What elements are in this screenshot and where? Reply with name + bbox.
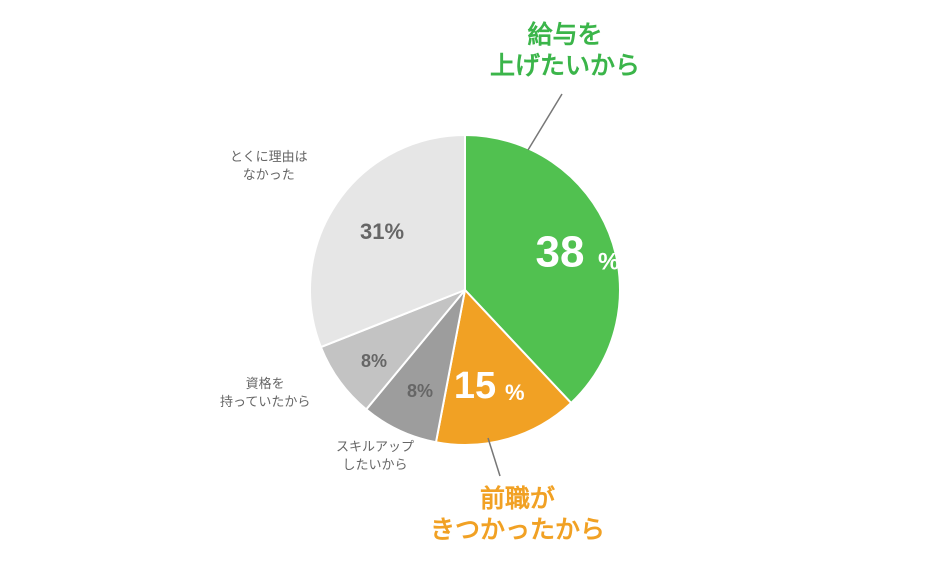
callout-prevjob-line1: 前職が — [480, 485, 555, 513]
pie-chart: 38% 15% 8% 8% 31% — [0, 0, 931, 564]
ext-label-license: 資格を 持っていたから — [220, 375, 310, 410]
ext-label-skillup: スキルアップ したいから — [336, 438, 414, 473]
callout-salary-line1: 給与を — [528, 21, 603, 49]
leader-line-prevjob — [488, 438, 500, 476]
value-label-skillup: 8% — [407, 381, 433, 401]
callout-prevjob-line2: きつかったから — [430, 516, 605, 544]
ext-skillup-line1: スキルアップ — [336, 439, 414, 454]
callout-prevjob: 前職が きつかったから — [430, 484, 605, 547]
value-num-prevjob: 15 — [454, 365, 496, 407]
ext-noreason-line1: とくに理由は — [230, 149, 308, 164]
ext-skillup-line2: したいから — [343, 457, 408, 472]
value-label-license: 8% — [361, 351, 387, 371]
value-suffix-prevjob: % — [505, 380, 525, 405]
chart-stage: 38% 15% 8% 8% 31% 給与を 上げたいから 前職が きつかったから スキル… — [0, 0, 931, 564]
value-suffix-salary: % — [598, 248, 619, 275]
value-label-noreason: 31% — [360, 219, 404, 244]
ext-license-line1: 資格を — [246, 376, 285, 391]
callout-salary-line2: 上げたいから — [490, 52, 640, 80]
ext-license-line2: 持っていたから — [220, 394, 310, 409]
ext-label-noreason: とくに理由は なかった — [230, 148, 308, 183]
leader-line-salary — [528, 94, 562, 150]
ext-noreason-line2: なかった — [243, 167, 295, 182]
callout-salary: 給与を 上げたいから — [490, 20, 640, 83]
value-num-salary: 38 — [536, 228, 585, 277]
